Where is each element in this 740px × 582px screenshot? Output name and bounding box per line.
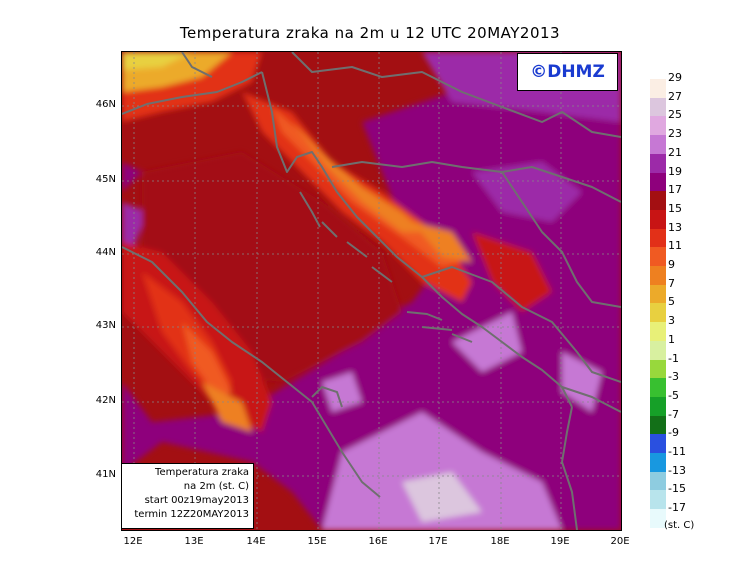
colorbar-swatch: [650, 453, 666, 473]
lon-label-20e: 20E: [610, 536, 630, 547]
colorbar-swatch: [650, 378, 666, 398]
lat-label-45n: 45N: [95, 174, 116, 185]
colorbar-swatch: [650, 359, 666, 379]
colorbar-label: 27: [668, 89, 682, 103]
info-line-3: start 00z19may2013: [144, 495, 249, 506]
colorbar-label: 1: [668, 332, 675, 346]
colorbar-label: -5: [668, 388, 679, 402]
colorbar-swatch: [650, 97, 666, 117]
grid-lines: [122, 52, 621, 530]
colorbar-label: 3: [668, 314, 675, 328]
colorbar-label: -3: [668, 370, 679, 384]
lon-label-16e: 16E: [368, 536, 388, 547]
colorbar-swatch: [650, 322, 666, 342]
colorbar-label: 13: [668, 220, 682, 234]
lat-label-41n: 41N: [95, 469, 116, 480]
lat-label-43n: 43N: [95, 320, 116, 331]
lon-label-13e: 13E: [184, 536, 204, 547]
lon-label-14e: 14E: [246, 536, 266, 547]
colorbar-label: -11: [668, 445, 686, 458]
colorbar-label: -13: [668, 463, 686, 477]
colorbar-swatch: [650, 434, 666, 454]
colorbar-label: 11: [668, 239, 682, 253]
colorbar-swatch: [650, 396, 666, 417]
lon-label-18e: 18E: [490, 536, 510, 547]
colorbar-swatch: [650, 209, 666, 230]
colorbar-units: (st. C): [664, 520, 695, 531]
colorbar-swatch: [650, 509, 666, 529]
lon-label-19e: 19E: [550, 536, 570, 547]
colorbar-swatch: [650, 284, 666, 304]
colorbar-swatch: [650, 191, 666, 211]
info-line-4: termin 12Z20MAY2013: [134, 509, 249, 520]
colorbar-label: -1: [668, 351, 679, 365]
info-line-2: na 2m (st. C): [183, 481, 249, 492]
lat-label-46n: 46N: [95, 99, 116, 110]
colorbar-swatch: [650, 172, 666, 192]
colorbar-label: -9: [668, 426, 679, 440]
colorbar-label: -17: [668, 501, 686, 515]
lat-label-44n: 44N: [95, 247, 116, 258]
lon-label-15e: 15E: [307, 536, 327, 547]
colorbar-label: 9: [668, 258, 675, 271]
colorbar-label: 19: [668, 164, 682, 178]
colorbar-label: -7: [668, 407, 679, 421]
colorbar-swatch: [650, 153, 666, 173]
lon-label-12e: 12E: [123, 536, 143, 547]
coastlines: [122, 52, 621, 530]
colorbar-swatch: [650, 471, 666, 491]
colorbar-label: 21: [668, 145, 682, 159]
colorbar-label: 23: [668, 127, 682, 141]
colorbar-swatch: [650, 490, 666, 510]
colorbar-label: 17: [668, 183, 682, 197]
colorbar-label: 25: [668, 108, 682, 122]
colorbar-swatch: [650, 340, 666, 360]
colorbar-label: 7: [668, 276, 675, 290]
colorbar-label: 29: [668, 71, 682, 84]
colorbar-swatch: [650, 266, 666, 286]
colorbar-swatch: [650, 228, 666, 248]
colorbar-swatch: [650, 79, 666, 99]
colorbar-swatch: [650, 415, 666, 435]
info-box: Temperatura zraka na 2m (st. C) start 00…: [121, 463, 254, 529]
lon-label-17e: 17E: [428, 536, 448, 547]
temperature-field: [122, 52, 621, 530]
info-line-1: Temperatura zraka: [155, 467, 249, 478]
temperature-map: [121, 51, 622, 531]
colorbar-swatch: [650, 303, 666, 323]
colorbar-label: 15: [668, 201, 682, 215]
map-title: Temperatura zraka na 2m u 12 UTC 20MAY20…: [179, 24, 561, 42]
colorbar-label: -15: [668, 482, 686, 496]
colorbar-label: 5: [668, 295, 675, 309]
colorbar-swatch: [650, 247, 666, 267]
dhmz-logo: ©DHMZ: [517, 53, 618, 91]
colorbar-swatch: [650, 116, 666, 136]
lat-label-42n: 42N: [95, 395, 116, 406]
colorbar-swatch: [650, 135, 666, 155]
